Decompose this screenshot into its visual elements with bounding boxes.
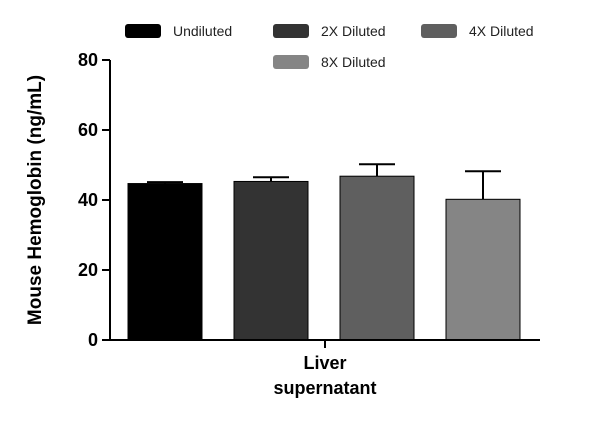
y-tick-label-40: 40: [78, 190, 98, 210]
bar-3: [339, 175, 415, 341]
legend-label-1: Undiluted: [173, 23, 232, 39]
legend: Undiluted 2X Diluted 4X Diluted 8X Diluted: [125, 23, 534, 70]
bar-4: [445, 198, 521, 341]
bars: [127, 163, 521, 341]
y-axis-title: Mouse Hemoglobin (ng/mL): [25, 75, 46, 325]
y-tick-label-60: 60: [78, 120, 98, 140]
y-tick-label-20: 20: [78, 260, 98, 280]
bar-1: [127, 183, 203, 341]
legend-swatch-4: [273, 55, 309, 69]
legend-label-2: 2X Diluted: [321, 23, 386, 39]
legend-swatch-2: [273, 24, 309, 38]
legend-label-3: 4X Diluted: [469, 23, 534, 39]
category-label-line-2: supernatant: [273, 378, 376, 398]
legend-swatch-3: [421, 24, 457, 38]
y-tick-label-80: 80: [78, 50, 98, 70]
legend-label-4: 8X Diluted: [321, 54, 386, 70]
category-label-line-1: Liver: [303, 353, 346, 373]
bar-2: [233, 180, 309, 341]
y-ticks: 0 20 40 60 80: [78, 50, 110, 350]
legend-swatch-1: [125, 24, 161, 38]
y-tick-label-0: 0: [88, 330, 98, 350]
